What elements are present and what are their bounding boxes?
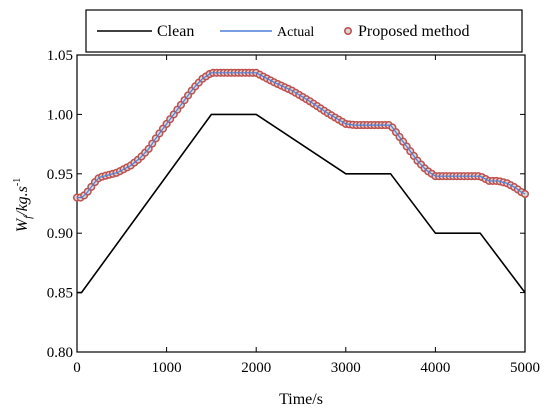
y-tick-label: 0.80	[47, 345, 73, 361]
x-tick-label: 0	[73, 360, 81, 376]
legend-label-clean: Clean	[157, 23, 194, 40]
y-axis-label: Wf/kg.s-1	[12, 178, 34, 233]
series-line-actual-overlay	[77, 72, 526, 199]
y-axis-label-sub: f	[22, 214, 34, 219]
y-axis-label-sup: -1	[12, 178, 23, 186]
plot-frame	[76, 54, 526, 353]
x-tick-label: 4000	[420, 360, 450, 376]
legend: Clean Actual Proposed method	[85, 9, 523, 53]
y-tick-label: 1.05	[47, 48, 73, 64]
legend-label-proposed: Proposed method	[358, 23, 470, 40]
series-layer	[72, 68, 530, 294]
x-tick-label: 2000	[241, 360, 271, 376]
series-line-clean	[77, 113, 526, 294]
x-axis-label: Time/s	[279, 391, 323, 408]
x-tick-label: 5000	[510, 360, 540, 376]
y-tick-label: 0.95	[47, 167, 73, 183]
axis-ticks: 0 1000 2000 3000 4000 5000 0.80 0.85 0.90 0.95 1.0…	[47, 48, 540, 376]
legend-swatch-proposed	[343, 26, 352, 35]
y-axis-label-main: W	[14, 217, 31, 232]
x-tick-label: 3000	[331, 360, 361, 376]
y-tick-label: 0.85	[47, 286, 73, 302]
legend-frame	[85, 9, 523, 53]
y-axis-label-rest: /kg.s	[14, 186, 31, 217]
y-tick-label: 0.90	[47, 226, 73, 242]
x-tick-label: 1000	[152, 360, 182, 376]
legend-label-actual: Actual	[277, 25, 314, 40]
y-tick-label: 1.00	[47, 107, 73, 123]
